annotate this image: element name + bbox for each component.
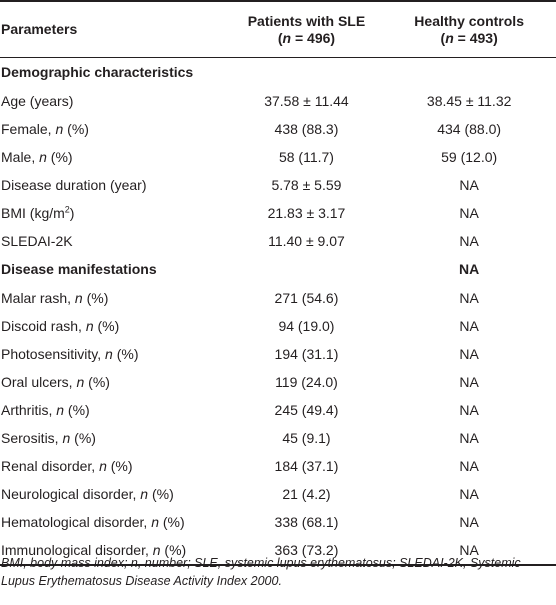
table-row: Disease duration (year) 5.78 ± 5.59 NA (0, 171, 556, 199)
table-row: Immunological disorder, n (%) 363 (73.2) N… (0, 536, 556, 566)
parameter-cell: Female, n (%) (1, 120, 89, 137)
parameter-cell: Oral ulcers, n (%) (1, 373, 110, 390)
sle-value-cell (231, 255, 383, 284)
parameter-cell: Age (years) (1, 92, 74, 109)
control-value-cell (382, 58, 556, 88)
control-value-cell: NA (459, 232, 479, 249)
parameter-cell: Immunological disorder, n (%) (0, 536, 231, 566)
table-row: Age (years) 37.58 ± 11.44 38.45 ± 11.32 (0, 87, 556, 115)
table-row: BMI (kg/m2) 21.83 ± 3.17 NA (0, 199, 556, 227)
control-value-cell: NA (459, 485, 479, 502)
parameter-cell: Hematological disorder, n (%) (1, 513, 185, 530)
section-row: Demographic characteristics (0, 58, 556, 88)
parameter-cell: Neurological disorder, n (%) (1, 485, 174, 502)
parameter-cell: Serositis, n (%) (1, 429, 96, 446)
control-value-cell: NA (459, 513, 479, 530)
sle-value-cell: 37.58 ± 11.44 (264, 92, 349, 109)
sle-value-cell: 58 (11.7) (278, 148, 334, 165)
section-label: Disease manifestations (1, 261, 157, 277)
control-value-cell: 434 (88.0) (437, 120, 502, 137)
table-row: Hematological disorder, n (%) 338 (68.1) N… (0, 508, 556, 536)
sle-value-cell (231, 58, 383, 88)
parameter-cell: BMI (kg/m2) (1, 203, 75, 221)
sle-value-cell: 94 (19.0) (278, 317, 335, 334)
table-row: Neurological disorder, n (%) 21 (4.2) NA (0, 480, 556, 508)
section-label: Demographic characteristics (1, 64, 194, 80)
sle-value-cell: 21.83 ± 3.17 (267, 204, 346, 221)
table-footnote: BMI, body mass index; n, number; SLE, sy… (1, 556, 521, 588)
table-row: Oral ulcers, n (%) 119 (24.0) NA (0, 368, 556, 396)
parameter-cell: Male, n (%) (1, 148, 73, 165)
sle-value-cell: 438 (88.3) (274, 120, 339, 137)
header-healthy-controls-n: (n = 493) (440, 29, 498, 46)
sle-value-cell: 45 (9.1) (282, 429, 331, 446)
sle-value-cell: 194 (31.1) (274, 345, 339, 362)
sle-value-cell: 21 (4.2) (282, 485, 331, 502)
parameter-cell: Discoid rash, n (%) (1, 317, 120, 334)
table-row: Discoid rash, n (%) 94 (19.0) NA (0, 312, 556, 340)
parameter-cell: Photosensitivity, n (%) (1, 345, 139, 362)
parameter-cell: Disease duration (year) (1, 176, 147, 193)
control-value-cell: NA (459, 317, 479, 334)
header-row: Parameters Patients with SLE (n = 496) H… (0, 0, 556, 58)
section-row: Disease manifestations NA (0, 255, 556, 284)
header-patients-sle: Patients with SLE (n = 496) (230, 0, 383, 58)
table-row: Renal disorder, n (%) 184 (37.1) NA (0, 452, 556, 480)
characteristics-table: Parameters Patients with SLE (n = 496) H… (0, 0, 556, 566)
control-value-cell: NA (459, 401, 479, 418)
table-row: Male, n (%) 58 (11.7) 59 (12.0) (0, 143, 556, 171)
sle-value-cell: 245 (49.4) (274, 401, 339, 418)
control-value-cell: NA (459, 457, 479, 474)
table-row: Serositis, n (%) 45 (9.1) NA (0, 424, 556, 452)
control-value-cell: 38.45 ± 11.32 (426, 92, 512, 109)
control-value-cell: NA (382, 536, 556, 566)
table-row: Photosensitivity, n (%) 194 (31.1) NA (0, 340, 556, 368)
table-row: Arthritis, n (%) 245 (49.4) NA (0, 396, 556, 424)
header-parameters: Parameters (0, 0, 231, 58)
header-patients-sle-n: (n = 496) (277, 29, 336, 46)
parameter-cell: Arthritis, n (%) (1, 401, 90, 418)
sle-value-cell: 338 (68.1) (274, 513, 339, 530)
table-row: Malar rash, n (%) 271 (54.6) NA (0, 284, 556, 312)
control-value-cell: NA (459, 373, 479, 390)
parameter-cell: Malar rash, n (%) (1, 289, 109, 306)
sle-value-cell: 184 (37.1) (274, 457, 339, 474)
control-value-cell: NA (459, 345, 479, 362)
control-value-cell: NA (459, 261, 480, 277)
table-body: Demographic characteristics Age (years) 37… (0, 58, 556, 566)
control-value-cell: NA (459, 204, 479, 221)
control-value-cell: 59 (12.0) (441, 148, 498, 165)
parameter-cell: Renal disorder, n (%) (1, 457, 133, 474)
table-row: SLEDAI-2K 11.40 ± 9.07 NA (0, 227, 556, 255)
sle-value-cell: 5.78 ± 5.59 (271, 176, 342, 193)
sle-value-cell: 363 (73.2) (230, 536, 383, 566)
sle-value-cell: 119 (24.0) (275, 373, 338, 390)
header-healthy-controls: Healthy controls (n = 493) (382, 0, 556, 58)
control-value-cell: NA (459, 289, 479, 306)
table-row: Female, n (%) 438 (88.3) 434 (88.0) (0, 115, 556, 143)
parameter-cell: SLEDAI-2K (1, 232, 73, 249)
sle-value-cell: 271 (54.6) (274, 289, 339, 306)
control-value-cell: NA (459, 176, 479, 193)
control-value-cell: NA (459, 429, 479, 446)
sle-value-cell: 11.40 ± 9.07 (268, 232, 345, 249)
